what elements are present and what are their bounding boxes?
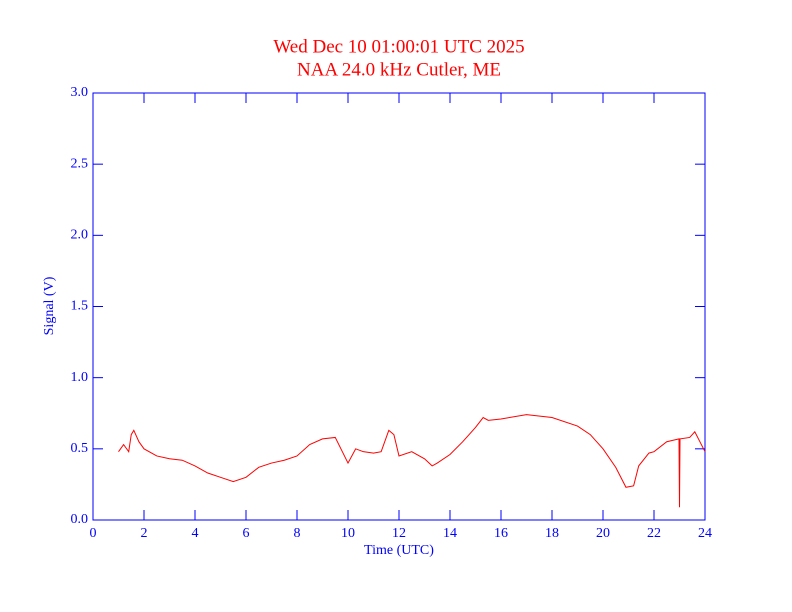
x-tick-label: 16 (494, 526, 508, 541)
y-tick-label: 0.5 (71, 441, 89, 456)
y-tick-label: 1.0 (71, 370, 89, 385)
x-tick-label: 2 (141, 526, 148, 541)
chart-title: Wed Dec 10 01:00:01 UTC 2025 (273, 36, 524, 57)
y-tick-label: 2.0 (71, 228, 89, 243)
x-tick-label: 8 (294, 526, 301, 541)
x-tick-label: 20 (596, 526, 610, 541)
x-tick-label: 18 (545, 526, 559, 541)
x-axis-label: Time (UTC) (364, 543, 434, 558)
y-tick-label: 2.5 (71, 156, 89, 171)
x-tick-label: 4 (192, 526, 199, 541)
x-tick-label: 10 (341, 526, 355, 541)
x-tick-label: 6 (243, 526, 250, 541)
signal-line (118, 414, 706, 508)
x-tick-label: 24 (698, 526, 712, 541)
y-tick-label: 0.0 (71, 512, 89, 527)
chart-subtitle: NAA 24.0 kHz Cutler, ME (297, 59, 501, 80)
x-tick-label: 22 (647, 526, 661, 541)
x-tick-label: 14 (443, 526, 457, 541)
x-tick-label: 12 (392, 526, 406, 541)
y-tick-label: 1.5 (71, 299, 89, 314)
y-axis-label: Signal (V) (42, 276, 57, 335)
x-tick-label: 0 (90, 526, 97, 541)
y-tick-label: 3.0 (71, 85, 89, 100)
